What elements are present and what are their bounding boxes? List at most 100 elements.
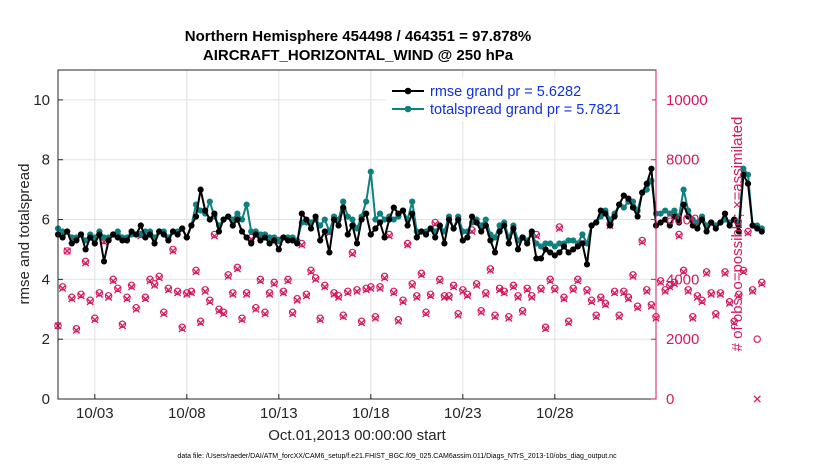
obs-assimilated-point — [141, 295, 150, 303]
rmse-point — [749, 222, 756, 229]
x-tick-label: 10/28 — [536, 405, 574, 422]
obs-possible-point — [178, 323, 186, 331]
obs-assimilated-point — [546, 277, 554, 285]
obs-assimilated-point — [311, 275, 320, 284]
y-right-tick-label: 10000 — [666, 92, 708, 109]
obs-assimilated-point — [187, 289, 196, 297]
obs-assimilated-point — [81, 259, 90, 267]
obs-possible-point — [293, 295, 301, 303]
totalspread-point — [381, 216, 388, 223]
rmse-point — [234, 216, 241, 223]
obs-assimilated-point — [560, 295, 568, 303]
obs-possible-point — [684, 286, 692, 294]
rmse-point — [225, 213, 232, 220]
rmse-point — [533, 255, 540, 262]
rmse-point — [298, 210, 305, 217]
obs-possible-point — [537, 284, 545, 293]
obs-possible-point — [132, 304, 140, 312]
obs-possible-point — [146, 275, 154, 284]
rmse-point — [105, 237, 112, 244]
rmse-point — [123, 237, 131, 244]
obs-assimilated-point — [307, 268, 315, 276]
obs-possible-point — [270, 278, 278, 287]
rmse-point — [77, 231, 85, 238]
x-tick-label: 10/03 — [76, 405, 114, 422]
obs-assimilated-point — [449, 283, 458, 291]
rmse-point — [712, 225, 719, 232]
rmse-point — [634, 213, 641, 220]
x-tick-label: 10/18 — [352, 405, 390, 422]
totalspread-point — [257, 231, 264, 238]
rmse-point — [496, 228, 503, 235]
obs-possible-point — [675, 230, 683, 239]
legend-label-rmse: rmse grand pr = 5.6282 — [430, 84, 581, 100]
obs-assimilated-point — [422, 310, 430, 318]
obs-possible-point — [569, 284, 577, 293]
rmse-point — [643, 180, 650, 187]
obs-possible-point — [252, 304, 260, 312]
obs-assimilated-point — [620, 289, 628, 297]
rmse-point — [128, 228, 135, 235]
totalspread-point — [666, 210, 673, 217]
obs-assimilated-point — [509, 283, 518, 291]
rmse-point — [146, 231, 154, 238]
rmse-point — [395, 210, 402, 217]
obs-assimilated-point — [514, 293, 522, 301]
totalspread-point — [59, 228, 66, 235]
y-axis-label: rmse and totalspread — [16, 164, 33, 305]
rmse-point — [616, 201, 623, 208]
obs-possible-point — [643, 286, 651, 294]
rmse-point — [335, 222, 342, 229]
obs-possible-point — [509, 281, 518, 290]
obs-assimilated-point — [353, 287, 361, 295]
totalspread-point — [740, 165, 747, 172]
obs-possible-point — [716, 289, 725, 297]
rmse-point — [441, 240, 448, 247]
rmse-point — [547, 249, 554, 256]
obs-assimilated-point — [574, 277, 582, 285]
obs-possible-point — [426, 290, 435, 299]
y-tick-label: 8 — [42, 152, 50, 169]
y-tick-label: 2 — [42, 331, 50, 348]
obs-assimilated-point — [339, 313, 347, 321]
obs-assimilated-point — [417, 271, 426, 279]
y-right-tick-label: 6000 — [666, 212, 699, 229]
obs-assimilated-point — [436, 277, 444, 285]
totalspread-point — [657, 210, 664, 217]
obs-assimilated-point — [541, 325, 550, 333]
obs-possible-point — [725, 298, 734, 306]
y-axis-right-ticks: 0 2000 4000 6000 8000 10000 — [651, 92, 708, 408]
rmse-point — [96, 231, 103, 238]
totalspread-point — [547, 240, 554, 247]
rmse-point — [91, 240, 98, 247]
obs-assimilated-point — [201, 287, 209, 295]
rmse-point — [648, 165, 655, 172]
obs-assimilated-point — [505, 314, 513, 322]
obs-possible-point — [164, 284, 173, 293]
obs-assimilated-point — [679, 268, 688, 276]
totalspread-point — [542, 240, 549, 247]
obs-assimilated-point — [196, 319, 205, 327]
rmse-point — [570, 246, 577, 253]
obs-assimilated-point — [390, 289, 398, 297]
rmse-point — [303, 216, 310, 223]
rmse-point — [114, 234, 121, 241]
rmse-point — [307, 225, 315, 232]
x-axis-ticks: 10/03 10/08 10/13 10/18 10/23 10/28 — [76, 394, 574, 422]
obs-assimilated-point — [564, 319, 573, 327]
totalspread-point — [570, 237, 577, 244]
obs-assimilated-point — [615, 313, 623, 321]
obs-possible-point — [256, 275, 265, 284]
obs-possible-point — [403, 239, 412, 248]
obs-assimilated-point — [261, 310, 269, 318]
obs-assimilated-point — [721, 269, 729, 278]
totalspread-point — [744, 171, 752, 178]
obs-possible-point — [302, 290, 311, 299]
totalspread-point — [275, 237, 282, 244]
obs-possible-point — [528, 292, 536, 300]
obs-possible-point — [629, 271, 637, 279]
obs-possible-point — [413, 292, 421, 300]
obs-assimilated-point — [537, 286, 545, 294]
obs-possible-point — [583, 286, 591, 294]
rmse-point — [87, 234, 94, 241]
